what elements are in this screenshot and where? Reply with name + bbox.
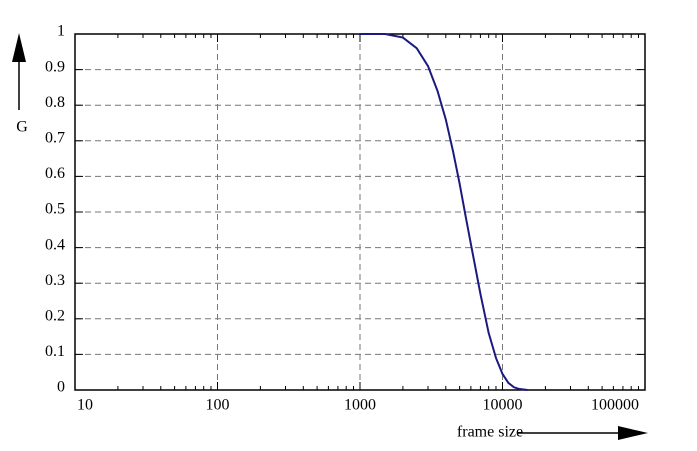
line-series [360,33,528,391]
y-tick-label: 0.5 [45,201,65,218]
y-arrow-head [12,33,26,62]
x-tick-label: 100 [206,397,230,414]
y-tick-label: 0.8 [45,94,65,111]
y-tick-label: 0.2 [45,307,65,324]
y-tick-label: 0.9 [45,58,65,75]
x-tick-label: 100000 [591,397,639,414]
x-tick-label: 10 [77,397,93,414]
y-axis-label: G [16,119,28,136]
x-axis-label: frame size [457,424,523,441]
y-tick-label: 0.7 [45,129,65,146]
y-tick-label: 0.1 [45,343,65,360]
y-tick-label: 0 [57,379,65,396]
x-tick-label: 10000 [483,397,523,414]
x-arrow-head [618,426,648,440]
x-tick-label: 1000 [344,397,376,414]
y-tick-label: 1 [57,23,65,40]
y-tick-label: 0.3 [45,272,65,289]
y-tick-label: 0.4 [45,236,65,253]
y-tick-label: 0.6 [45,165,65,182]
